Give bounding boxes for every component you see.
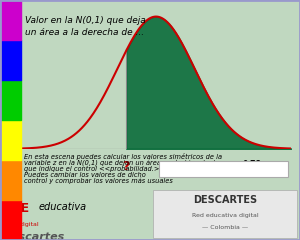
Text: un área a la derecha de ...: un área a la derecha de ... [25, 28, 144, 37]
FancyBboxPatch shape [153, 190, 297, 238]
Text: educativa: educativa [39, 202, 87, 212]
Text: DESCARTES: DESCARTES [193, 195, 257, 205]
Text: ?: ? [123, 160, 130, 173]
Text: Red educativa digital: Red educativa digital [192, 213, 258, 217]
FancyBboxPatch shape [159, 162, 288, 177]
Text: RE: RE [12, 202, 30, 215]
FancyBboxPatch shape [182, 0, 276, 3]
Text: 0,78: 0,78 [242, 160, 261, 169]
Text: variable z en la N(0,1) que dejan un área central igual a la: variable z en la N(0,1) que dejan un áre… [24, 160, 218, 167]
Text: digital: digital [20, 222, 39, 227]
Text: Puedes cambiar los valores de dicho: Puedes cambiar los valores de dicho [24, 172, 146, 178]
Text: Valor en la N(0,1) que deja: Valor en la N(0,1) que deja [25, 16, 146, 25]
Text: que indique el control <<probabilidad.>>: que indique el control <<probabilidad.>> [24, 166, 165, 172]
Text: probabilidad: probabilidad [164, 162, 203, 168]
Text: — Colombia —: — Colombia — [202, 225, 248, 230]
Text: En esta escena puedes calcular los valores simétricos de la: En esta escena puedes calcular los valor… [24, 153, 222, 160]
Text: escartes: escartes [12, 232, 65, 240]
Text: control y comprobar los valores más usuales: control y comprobar los valores más usua… [24, 178, 172, 185]
